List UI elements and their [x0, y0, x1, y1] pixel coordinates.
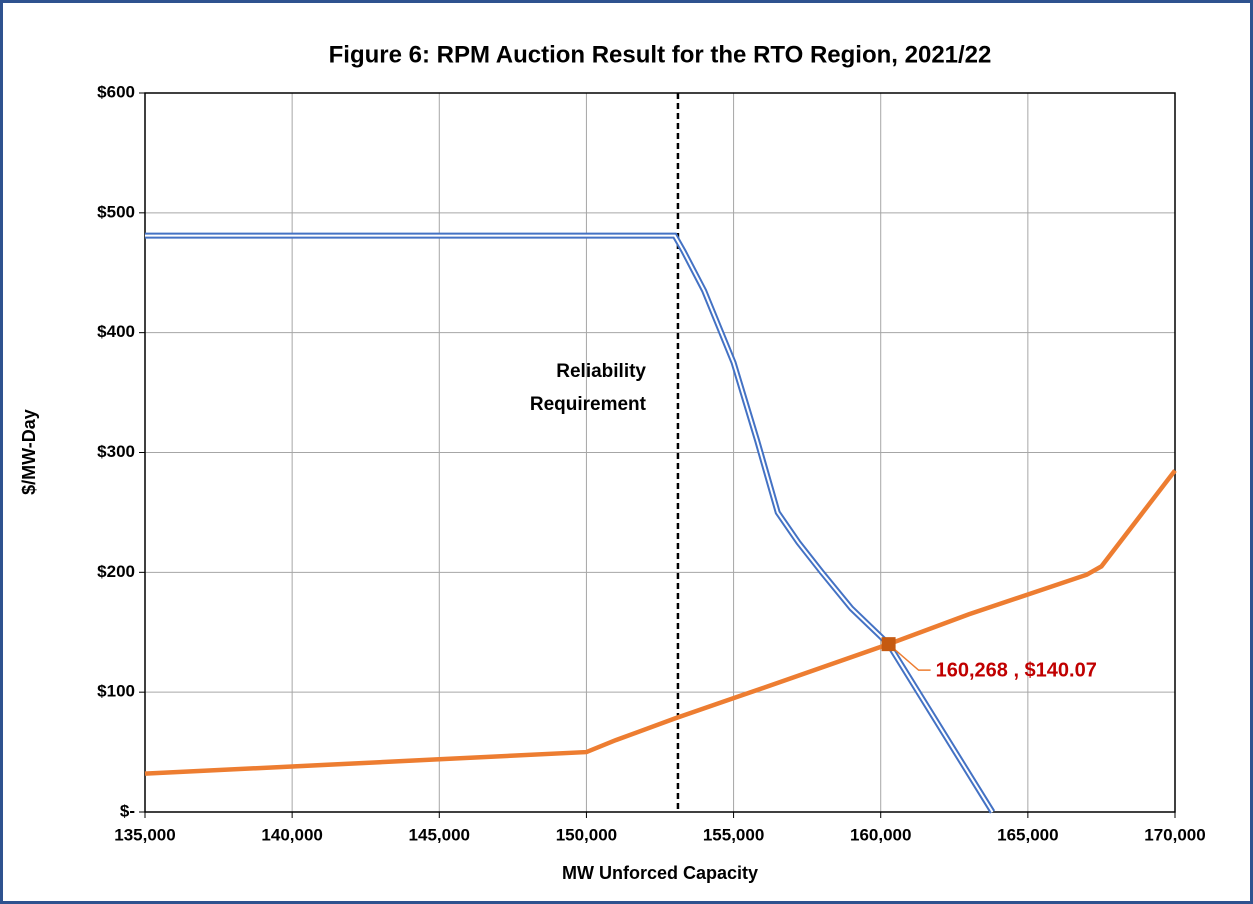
reliability-label: Requirement	[530, 394, 647, 415]
y-axis-title: $/MW-Day	[19, 409, 39, 495]
plot-border	[144, 92, 1176, 813]
y-tick-label: $400	[97, 322, 135, 341]
x-tick-label: 170,000	[1144, 825, 1205, 844]
x-tick-label: 155,000	[703, 825, 764, 844]
chart-title: Figure 6: RPM Auction Result for the RTO…	[329, 41, 992, 68]
x-axis-title: MW Unforced Capacity	[562, 863, 758, 883]
x-tick-label: 150,000	[556, 825, 617, 844]
x-tick-label: 145,000	[409, 825, 470, 844]
x-tick-label: 165,000	[997, 825, 1058, 844]
x-tick-label: 140,000	[261, 825, 322, 844]
y-tick-label: $300	[97, 442, 135, 461]
y-tick-label: $500	[97, 202, 135, 221]
y-tick-label: $-	[120, 801, 135, 820]
y-tick-label: $100	[97, 682, 135, 701]
demand-curve-inner	[145, 234, 994, 813]
supply-curve	[144, 469, 1177, 776]
x-tick-label: 160,000	[850, 825, 911, 844]
y-tick-label: $200	[97, 562, 135, 581]
point-label: 160,268 , $140.07	[936, 659, 1097, 681]
equilibrium-point	[881, 637, 896, 652]
leader-line	[888, 643, 931, 671]
reliability-label: Reliability	[556, 361, 646, 382]
y-tick-label: $600	[97, 82, 135, 101]
x-tick-label: 135,000	[114, 825, 175, 844]
